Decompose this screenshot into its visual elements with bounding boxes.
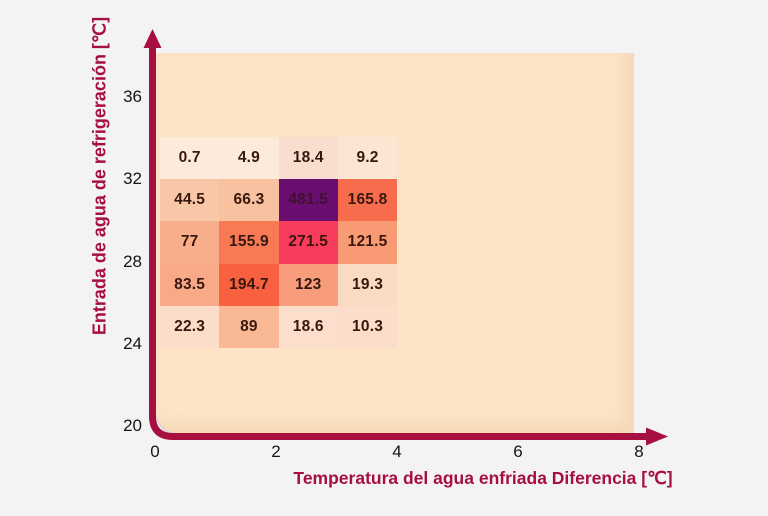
y-tick-label: 20: [123, 416, 142, 435]
heatmap-cell: 10.3: [337, 305, 398, 348]
heatmap-cell: 123: [278, 263, 338, 306]
heatmap-cell: 0.7: [160, 137, 220, 180]
x-tick-label: 0: [150, 442, 160, 461]
heatmap-cell: 18.6: [278, 305, 338, 348]
y-axis-label: Entrada de agua de refrigeración [℃]: [89, 16, 110, 336]
x-tick-label: 4: [392, 442, 402, 461]
heatmap-cell: 77: [160, 221, 220, 264]
heatmap-cell: 165.8: [337, 179, 398, 222]
heatmap-cell: 481.5: [278, 179, 338, 222]
x-axis-label: Temperatura del agua enfriada Diferencia…: [293, 468, 673, 488]
y-tick-label: 36: [123, 87, 142, 106]
heatmap-cell: 155.9: [219, 221, 279, 264]
heatmap-cell: 9.2: [337, 137, 398, 180]
heatmap-grid: 0.7 4.9 18.4 9.2 44.5 66.3 481.5 165.8 77 155.9 27…: [160, 137, 398, 348]
y-tick-label: 28: [123, 251, 142, 271]
heatmap-cell: 4.9: [219, 137, 279, 180]
x-tick-label: 8: [634, 442, 644, 461]
heatmap-cell: 83.5: [160, 263, 220, 306]
x-tick-label: 6: [513, 442, 523, 461]
x-tick-label: 2: [271, 442, 281, 461]
heatmap-cell: 44.5: [160, 179, 220, 222]
y-axis-arrowhead-icon: [143, 29, 162, 48]
heatmap-cell: 194.7: [219, 263, 279, 306]
heatmap-cell: 121.5: [337, 221, 398, 264]
heatmap-cell: 22.3: [160, 305, 220, 348]
heatmap-cell: 271.5: [278, 221, 338, 264]
y-tick-label: 32: [123, 169, 142, 189]
heatmap-cell: 19.3: [337, 263, 398, 306]
heatmap-cell: 89: [219, 305, 279, 348]
y-tick-label: 24: [123, 333, 142, 353]
heatmap-cell: 66.3: [219, 179, 279, 222]
heatmap-cell: 18.4: [278, 137, 338, 180]
